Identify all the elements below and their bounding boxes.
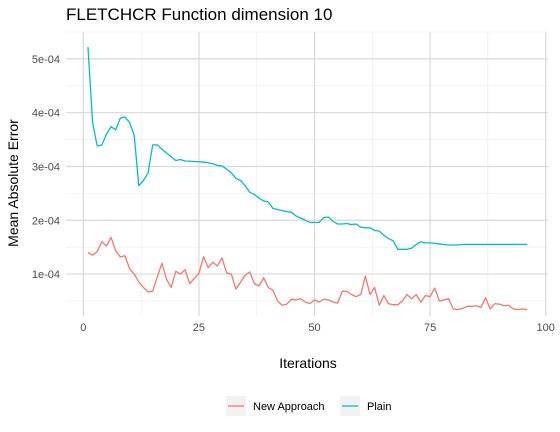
x-axis-title: Iterations: [279, 355, 337, 371]
y-axis-title: Mean Absolute Error: [5, 119, 21, 247]
y-tick-label: 4e-04: [32, 108, 60, 120]
y-tick-label: 2e-04: [32, 215, 60, 227]
x-axis-ticks: 0 25 50 75 100: [80, 322, 555, 334]
legend-label-new-approach: New Approach: [253, 401, 325, 413]
series-line-plain: [87, 47, 528, 250]
x-tick-label: 25: [193, 322, 205, 334]
x-tick-label: 0: [80, 322, 86, 334]
legend-label-plain: Plain: [367, 401, 391, 413]
y-tick-label: 1e-04: [32, 269, 60, 281]
series-layer: [87, 47, 528, 311]
y-axis-ticks: 1e-04 2e-04 3e-04 4e-04 5e-04: [32, 54, 60, 281]
x-tick-label: 100: [537, 322, 555, 334]
y-tick-label: 5e-04: [32, 54, 60, 66]
x-tick-label: 75: [424, 322, 436, 334]
y-tick-label: 3e-04: [32, 161, 60, 173]
x-tick-label: 50: [308, 322, 320, 334]
grid-minor: [66, 31, 548, 316]
grid-major: [66, 32, 548, 316]
legend: New Approach Plain: [226, 396, 391, 416]
series-line-new-approach: [87, 236, 528, 311]
chart-title: FLETCHCR Function dimension 10: [66, 5, 332, 24]
